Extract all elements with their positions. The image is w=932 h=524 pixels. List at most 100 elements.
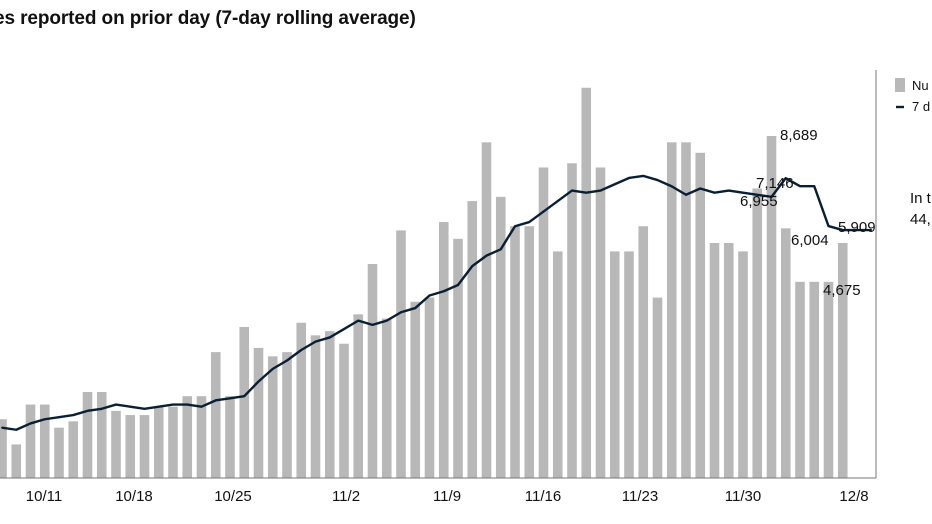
line-point-12 (172, 403, 174, 406)
line-point-23 (328, 336, 331, 339)
bar-48 (681, 142, 691, 478)
bar-55 (780, 228, 791, 478)
line-point-18 (257, 380, 260, 383)
line-point-49 (699, 187, 702, 190)
bar-28 (396, 230, 406, 478)
bar-0 (0, 419, 7, 478)
bar-25 (353, 314, 364, 478)
line-point-59 (841, 229, 844, 231)
bar-1 (11, 444, 22, 478)
line-point-44 (628, 177, 630, 179)
line-point-52 (742, 191, 744, 194)
line-point-30 (428, 294, 431, 297)
bar-56 (795, 281, 805, 478)
bar-3 (39, 404, 50, 478)
bar-14 (196, 396, 207, 478)
line-point-45 (642, 174, 645, 177)
bar-16 (225, 396, 235, 478)
line-point-22 (314, 340, 317, 343)
line-data-label-54: 7,146 (756, 175, 794, 192)
line-point-41 (585, 191, 588, 194)
line-point-6 (86, 409, 89, 412)
bar-24 (339, 343, 349, 478)
axis-layer: 10/11 10/18 10/25 11/2 11/9 11/16 11/23 11/30 12… (0, 70, 877, 505)
chart-title: es reported on prior day (7-day rolling … (0, 8, 416, 29)
line-layer (1, 174, 873, 431)
line-point-35 (499, 248, 502, 251)
line-data-label-59: 5,909 (838, 219, 876, 236)
bar-45 (638, 226, 649, 478)
bar-15 (210, 352, 221, 478)
bar-57 (809, 281, 820, 478)
bar-50 (709, 243, 720, 478)
bar-6 (82, 391, 93, 478)
x-tick-label-6: 11/23 (622, 488, 658, 505)
bar-37 (524, 226, 535, 478)
line-point-10 (143, 407, 146, 410)
bar-21 (296, 322, 307, 478)
bar-33 (467, 201, 478, 478)
bar-53 (752, 188, 763, 478)
bar-20 (282, 352, 292, 478)
bar-23 (324, 331, 335, 478)
line-point-36 (514, 225, 516, 228)
bar-13 (182, 396, 193, 478)
bar-5 (68, 421, 79, 478)
line-point-38 (542, 210, 545, 213)
bar-29 (410, 301, 421, 478)
bar-31 (438, 222, 449, 478)
line-point-37 (528, 221, 531, 223)
bar-2 (25, 404, 36, 478)
x-tick-label-5: 11/16 (525, 488, 561, 505)
line-point-56 (799, 185, 801, 188)
x-tick-label-1: 10/18 (115, 488, 153, 505)
line-point-58 (827, 225, 830, 227)
legend: Nu 7 d (895, 78, 930, 114)
bar-54 (766, 136, 777, 478)
bar-7 (96, 391, 107, 478)
line-point-7 (100, 407, 103, 410)
line-point-19 (271, 368, 274, 370)
line-point-61 (870, 229, 873, 231)
line-point-4 (58, 416, 60, 419)
line-point-40 (571, 189, 573, 192)
line-point-60 (856, 229, 858, 231)
line-point-21 (300, 349, 303, 351)
line-point-48 (685, 193, 687, 196)
x-tick-label-4: 11/9 (433, 488, 461, 505)
bar-59 (837, 243, 848, 478)
rolling-average-line (1, 174, 872, 431)
bar-43 (609, 251, 620, 478)
bar-42 (595, 167, 606, 479)
line-point-11 (157, 405, 160, 408)
x-tick-label-3: 11/2 (332, 488, 360, 505)
side-note-line-1: In t (910, 190, 932, 207)
line-point-29 (414, 307, 417, 309)
line-point-32 (457, 284, 459, 286)
line-point-15 (214, 399, 217, 402)
line-point-55 (784, 177, 787, 180)
x-tick-label-2: 10/25 (214, 488, 252, 505)
line-point-14 (200, 405, 203, 408)
bar-4 (54, 427, 64, 478)
bar-49 (695, 152, 706, 479)
bar-10 (139, 415, 150, 478)
line-point-0 (1, 426, 3, 429)
line-point-2 (29, 422, 32, 425)
line-point-25 (357, 319, 360, 322)
bar-30 (424, 297, 435, 478)
line-point-43 (613, 183, 616, 186)
bar-data-label-59: 4,675 (823, 282, 861, 299)
line-point-5 (72, 414, 75, 416)
line-data-label-53: 6,955 (740, 193, 778, 210)
bar-39 (552, 251, 563, 478)
line-point-8 (115, 403, 117, 406)
line-point-57 (813, 185, 816, 188)
line-point-33 (471, 265, 474, 267)
line-point-42 (599, 189, 602, 192)
line-point-16 (229, 397, 231, 400)
line-point-24 (343, 328, 345, 330)
line-point-47 (670, 185, 673, 188)
x-tick-label-7: 11/30 (725, 488, 761, 505)
